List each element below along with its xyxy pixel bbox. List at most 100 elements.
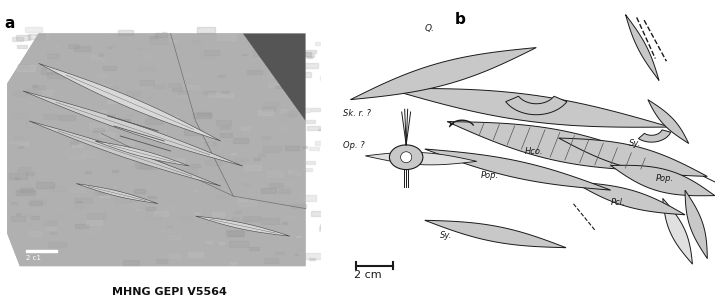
- Bar: [100, 110, 106, 112]
- Bar: [164, 205, 173, 208]
- Bar: [282, 109, 287, 110]
- Polygon shape: [505, 96, 567, 115]
- Bar: [72, 144, 84, 147]
- Bar: [168, 235, 180, 239]
- Bar: [25, 89, 41, 94]
- Bar: [197, 149, 209, 153]
- Polygon shape: [559, 138, 708, 176]
- Bar: [321, 224, 336, 229]
- Bar: [278, 77, 283, 79]
- Bar: [136, 209, 140, 210]
- Bar: [58, 215, 62, 216]
- Bar: [284, 216, 297, 220]
- Bar: [92, 78, 98, 80]
- Bar: [99, 84, 113, 88]
- Polygon shape: [39, 63, 221, 141]
- Polygon shape: [425, 149, 611, 190]
- Bar: [268, 175, 277, 178]
- Bar: [155, 154, 162, 157]
- Bar: [46, 227, 56, 230]
- Bar: [243, 159, 248, 161]
- Text: b: b: [455, 12, 466, 27]
- Bar: [262, 107, 275, 111]
- Bar: [295, 121, 300, 122]
- Bar: [274, 86, 283, 89]
- Bar: [167, 58, 175, 61]
- Bar: [91, 55, 103, 59]
- Bar: [84, 171, 92, 173]
- Bar: [136, 48, 141, 49]
- Bar: [237, 200, 256, 206]
- Polygon shape: [663, 198, 692, 264]
- Bar: [204, 50, 219, 55]
- Bar: [169, 254, 181, 258]
- Bar: [183, 168, 197, 173]
- Bar: [76, 201, 82, 202]
- Bar: [266, 74, 274, 77]
- Bar: [206, 241, 212, 243]
- Bar: [51, 247, 66, 252]
- Bar: [226, 230, 243, 236]
- Bar: [114, 196, 132, 202]
- Bar: [268, 83, 282, 87]
- Bar: [108, 46, 112, 48]
- Bar: [43, 114, 58, 119]
- Bar: [264, 258, 278, 263]
- Bar: [240, 126, 251, 130]
- Text: Op. ?: Op. ?: [343, 141, 365, 150]
- Bar: [244, 165, 261, 170]
- Bar: [75, 205, 83, 208]
- Bar: [309, 147, 319, 150]
- Bar: [264, 171, 282, 177]
- Bar: [100, 132, 116, 137]
- Bar: [140, 80, 155, 85]
- Bar: [118, 158, 127, 161]
- Bar: [48, 54, 58, 58]
- Bar: [152, 129, 166, 134]
- Bar: [119, 139, 134, 144]
- Bar: [243, 183, 250, 185]
- Bar: [204, 137, 214, 140]
- Text: Pcl.: Pcl.: [611, 198, 625, 207]
- Bar: [66, 177, 74, 180]
- Bar: [87, 206, 92, 208]
- Bar: [93, 128, 104, 131]
- Bar: [96, 73, 110, 77]
- Bar: [142, 110, 146, 111]
- Bar: [116, 119, 129, 123]
- Bar: [188, 252, 204, 257]
- Bar: [35, 152, 51, 157]
- Bar: [36, 182, 54, 188]
- Bar: [285, 111, 297, 115]
- Bar: [231, 153, 236, 154]
- Bar: [103, 37, 114, 40]
- Bar: [289, 115, 294, 117]
- Bar: [197, 27, 215, 33]
- Ellipse shape: [401, 152, 412, 163]
- Polygon shape: [611, 165, 715, 196]
- Bar: [294, 72, 311, 77]
- Bar: [51, 186, 66, 190]
- Bar: [186, 85, 199, 89]
- Bar: [12, 202, 17, 204]
- Bar: [279, 189, 290, 193]
- Bar: [135, 163, 151, 168]
- Bar: [144, 55, 153, 58]
- Bar: [155, 158, 165, 161]
- Bar: [306, 120, 315, 123]
- Bar: [199, 145, 203, 146]
- Bar: [69, 155, 84, 159]
- Bar: [118, 30, 133, 35]
- Circle shape: [389, 145, 423, 170]
- Bar: [29, 201, 42, 205]
- Bar: [24, 160, 33, 163]
- Bar: [44, 221, 56, 225]
- Bar: [106, 188, 121, 193]
- Bar: [105, 91, 112, 93]
- Polygon shape: [388, 89, 670, 127]
- Bar: [87, 158, 98, 162]
- Bar: [17, 45, 27, 48]
- Bar: [261, 188, 277, 193]
- Bar: [253, 50, 272, 56]
- Text: Sk. r. ?: Sk. r. ?: [343, 109, 371, 118]
